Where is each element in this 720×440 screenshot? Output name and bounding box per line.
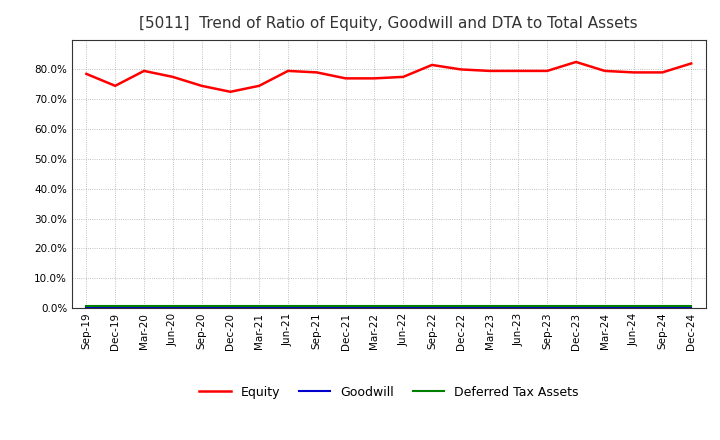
Deferred Tax Assets	[428, 303, 436, 308]
Deferred Tax Assets	[284, 303, 292, 308]
Equity	[341, 76, 350, 81]
Goodwill	[140, 304, 148, 310]
Equity	[428, 62, 436, 68]
Deferred Tax Assets	[197, 303, 206, 308]
Equity	[82, 71, 91, 77]
Deferred Tax Assets	[514, 303, 523, 308]
Equity	[543, 68, 552, 73]
Goodwill	[284, 304, 292, 310]
Deferred Tax Assets	[456, 303, 465, 308]
Goodwill	[428, 304, 436, 310]
Equity	[168, 74, 177, 80]
Goodwill	[456, 304, 465, 310]
Goodwill	[485, 304, 494, 310]
Deferred Tax Assets	[255, 303, 264, 308]
Deferred Tax Assets	[572, 303, 580, 308]
Equity	[600, 68, 609, 73]
Equity	[284, 68, 292, 73]
Equity	[687, 61, 696, 66]
Goodwill	[111, 304, 120, 310]
Deferred Tax Assets	[658, 303, 667, 308]
Deferred Tax Assets	[687, 303, 696, 308]
Goodwill	[658, 304, 667, 310]
Goodwill	[370, 304, 379, 310]
Goodwill	[226, 304, 235, 310]
Line: Equity: Equity	[86, 62, 691, 92]
Deferred Tax Assets	[168, 303, 177, 308]
Goodwill	[341, 304, 350, 310]
Equity	[399, 74, 408, 80]
Goodwill	[82, 304, 91, 310]
Deferred Tax Assets	[226, 303, 235, 308]
Legend: Equity, Goodwill, Deferred Tax Assets: Equity, Goodwill, Deferred Tax Assets	[194, 381, 583, 404]
Deferred Tax Assets	[543, 303, 552, 308]
Equity	[514, 68, 523, 73]
Goodwill	[399, 304, 408, 310]
Goodwill	[168, 304, 177, 310]
Equity	[485, 68, 494, 73]
Deferred Tax Assets	[111, 303, 120, 308]
Goodwill	[255, 304, 264, 310]
Title: [5011]  Trend of Ratio of Equity, Goodwill and DTA to Total Assets: [5011] Trend of Ratio of Equity, Goodwil…	[140, 16, 638, 32]
Deferred Tax Assets	[600, 303, 609, 308]
Equity	[456, 67, 465, 72]
Equity	[140, 68, 148, 73]
Equity	[312, 70, 321, 75]
Deferred Tax Assets	[82, 303, 91, 308]
Goodwill	[543, 304, 552, 310]
Deferred Tax Assets	[140, 303, 148, 308]
Goodwill	[197, 304, 206, 310]
Goodwill	[687, 304, 696, 310]
Deferred Tax Assets	[341, 303, 350, 308]
Deferred Tax Assets	[399, 303, 408, 308]
Deferred Tax Assets	[629, 303, 638, 308]
Goodwill	[629, 304, 638, 310]
Goodwill	[312, 304, 321, 310]
Equity	[255, 83, 264, 88]
Equity	[658, 70, 667, 75]
Equity	[226, 89, 235, 95]
Equity	[111, 83, 120, 88]
Equity	[370, 76, 379, 81]
Goodwill	[572, 304, 580, 310]
Equity	[629, 70, 638, 75]
Deferred Tax Assets	[370, 303, 379, 308]
Equity	[197, 83, 206, 88]
Deferred Tax Assets	[312, 303, 321, 308]
Deferred Tax Assets	[485, 303, 494, 308]
Goodwill	[600, 304, 609, 310]
Goodwill	[514, 304, 523, 310]
Equity	[572, 59, 580, 65]
